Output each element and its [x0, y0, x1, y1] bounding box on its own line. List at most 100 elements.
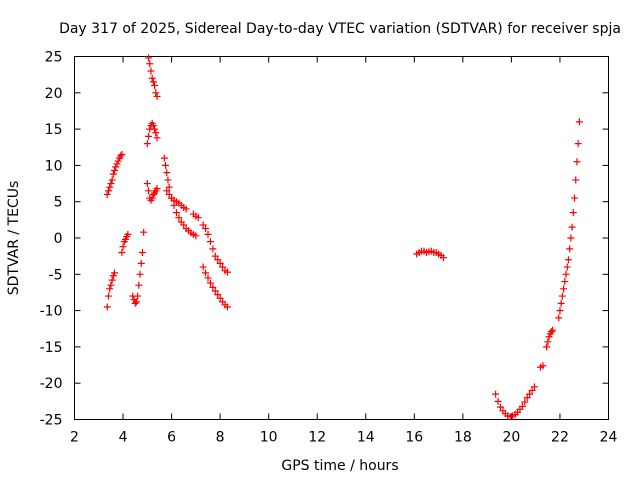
series-arc-c	[118, 230, 132, 257]
data-point	[148, 194, 156, 202]
data-point	[151, 125, 159, 133]
data-point	[223, 268, 231, 276]
data-point	[547, 328, 555, 336]
data-point	[539, 362, 547, 370]
series-arc-m	[413, 247, 447, 262]
data-point	[199, 221, 207, 229]
data-point	[106, 285, 114, 293]
series-arc-j	[189, 210, 202, 222]
x-tick-label: 14	[357, 430, 375, 446]
data-point	[439, 254, 447, 262]
data-point	[151, 82, 159, 90]
x-tick-label: 2	[70, 430, 79, 446]
y-tick-label: -25	[40, 413, 63, 429]
data-point	[164, 176, 172, 184]
data-point	[145, 187, 153, 195]
y-tick-label: 0	[54, 231, 63, 247]
series-arc-e	[145, 54, 161, 100]
x-tick-label: 18	[454, 430, 472, 446]
data-point	[575, 118, 583, 126]
series-arc-g	[143, 180, 161, 204]
data-point	[518, 402, 526, 410]
data-point	[107, 281, 115, 289]
data-point	[202, 269, 210, 277]
x-tick-label: 8	[216, 430, 225, 446]
series-arc-o	[537, 362, 547, 371]
chart-title: Day 317 of 2025, Sidereal Day-to-day VTE…	[59, 21, 621, 37]
x-tick-label: 12	[308, 430, 326, 446]
data-point	[117, 152, 125, 160]
x-tick-label: 22	[551, 430, 569, 446]
data-point	[204, 274, 212, 282]
data-point	[103, 190, 111, 198]
data-point	[574, 140, 582, 148]
data-point	[568, 223, 576, 231]
data-point	[107, 180, 115, 188]
data-point	[206, 279, 214, 287]
data-point	[209, 283, 217, 291]
y-tick-label: 5	[54, 195, 63, 211]
data-point	[132, 298, 140, 306]
data-point	[104, 187, 112, 195]
data-point	[206, 238, 214, 246]
data-point	[492, 390, 500, 398]
series-arc-a	[103, 151, 126, 198]
series-arc-b	[103, 269, 119, 311]
data-point	[496, 403, 504, 411]
data-point	[526, 390, 534, 398]
data-point	[145, 54, 153, 62]
series-arc-h	[160, 154, 200, 240]
y-tick-label: -5	[49, 267, 63, 283]
data-point	[567, 234, 575, 242]
data-point	[204, 230, 212, 238]
y-tick-label: 15	[45, 122, 63, 138]
series-arc-f	[143, 119, 161, 148]
data-point	[149, 121, 157, 129]
x-tick-label: 24	[600, 430, 618, 446]
data-point	[216, 294, 224, 302]
axes-layer: 2 4 6 8 10 12 14 16 18 20 22 242520151050-5-10-15-2…	[40, 50, 618, 446]
data-point	[145, 132, 153, 140]
data-point	[562, 270, 570, 278]
data-point	[561, 278, 569, 286]
data-point	[152, 89, 160, 97]
data-point	[192, 232, 200, 240]
data-point	[135, 281, 143, 289]
data-point	[528, 386, 536, 394]
data-point	[564, 256, 572, 264]
data-point	[211, 252, 219, 260]
data-point	[108, 176, 116, 184]
data-point	[104, 292, 112, 300]
data-point	[143, 140, 151, 148]
y-tick-label: -15	[40, 340, 63, 356]
data-point	[211, 287, 219, 295]
data-point	[134, 292, 142, 300]
data-point	[523, 394, 531, 402]
data-point	[153, 92, 161, 100]
data-point	[140, 228, 148, 236]
data-point	[209, 245, 217, 253]
data-point	[560, 285, 568, 293]
data-point	[556, 307, 564, 315]
data-point	[571, 194, 579, 202]
data-point	[163, 169, 171, 177]
data-point	[137, 259, 145, 267]
data-point	[555, 314, 563, 322]
x-tick-label: 16	[405, 430, 423, 446]
series-arc-q	[555, 118, 583, 322]
data-point	[543, 343, 551, 351]
series-arc-n	[492, 383, 538, 421]
data-point	[149, 78, 157, 86]
data-point	[182, 205, 190, 213]
data-point	[153, 185, 161, 193]
data-point	[175, 214, 183, 222]
data-point	[146, 60, 154, 68]
data-point	[149, 190, 157, 198]
data-point	[172, 209, 180, 217]
data-point	[131, 299, 139, 307]
data-point	[147, 67, 155, 75]
x-axis-label: GPS time / hours	[281, 458, 398, 474]
series-arc-k	[199, 221, 231, 276]
data-point	[163, 187, 171, 195]
